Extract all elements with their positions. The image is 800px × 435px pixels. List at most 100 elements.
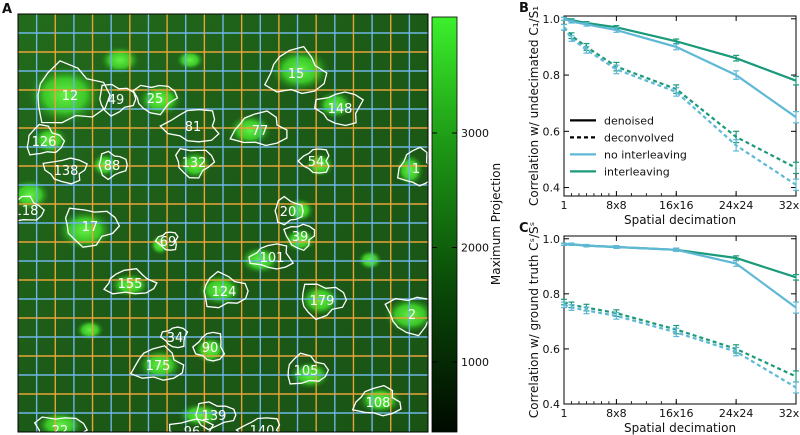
y-axis-label: Correlation w/ undecimated C₁/S₁ [527,6,541,206]
roi-contour [283,223,316,252]
roi-label: 96 [184,425,201,435]
y-tick-label: 1.0 [543,13,561,26]
roi-label: 138 [54,164,79,179]
legend-entry: interleaving [604,165,670,178]
roi-contour [396,146,428,187]
colorbar-tick-label: 3000 [461,127,489,140]
roi-label: 90 [202,341,219,356]
roi-contour [384,296,428,337]
roi-label: 77 [252,124,269,139]
cell-blob [100,46,140,74]
y-tick-label: 0.4 [543,398,561,411]
series-line [563,303,797,389]
roi-contour [64,207,121,248]
plot-frame [563,235,797,405]
cell-blob [194,336,226,364]
roi-contour [103,268,158,295]
roi-contours [18,45,428,432]
roi-contour [287,352,330,385]
roi-contour [98,150,128,181]
roi-label: 12 [62,89,79,104]
colorbar-gradient [431,16,458,433]
legend-entry: no interleaving [604,148,687,161]
colorbar-ticks: 3000 2000 1000 [432,127,489,369]
roi-contour [351,384,402,417]
colorbar-tick-label: 2000 [461,242,489,255]
y-axis-label: Correlation w/ ground truth Cˢ/Sˢ [527,222,541,418]
x-tick-label: 24x24 [719,199,754,212]
roi-labels: 15 12 49 25 148 81 77 126 88 132 138 54 1 118 20 17 39 69… [18,67,420,435]
roi-label: 20 [280,205,297,220]
image-frame [17,13,429,433]
roi-contour [301,283,348,321]
roi-label: 22 [52,424,69,435]
series-line [564,243,797,309]
roi-label: 25 [147,92,164,107]
roi-label: 1 [412,162,420,177]
roi-contour [159,326,189,349]
roi-label: 179 [310,294,335,309]
roi-label: 140 [250,424,275,435]
roi-label: 39 [292,230,309,245]
x-tick-label: 32x32 [779,199,800,212]
colorbar: 3000 2000 1000 Maximum Projection [431,16,503,433]
roi-contour [195,401,237,431]
roi-label: 101 [260,251,285,266]
panel-c-letter: C [519,221,529,236]
x-tick-label: 1 [561,199,568,212]
plot-frame [563,15,797,197]
roi-contour [192,331,226,362]
roi-label: 155 [118,277,143,292]
y-tick-label: 0.8 [543,288,561,301]
roi-contour [132,84,179,116]
roi-contour [203,270,249,309]
chart-c: 1 8x8 16x16 24x24 32x32 0.4 0.6 0.8 1.0 Spatial d… [527,222,800,435]
panel-a-letter: A [2,2,12,17]
legend-entry: denoised [604,114,654,127]
roi-contour [168,418,215,432]
roi-label: 126 [32,135,57,150]
roi-contour [159,108,220,143]
cell-blob [300,284,340,316]
x-tick-label: 8x8 [606,407,627,420]
roi-label: 34 [167,331,184,346]
roi-contour [26,123,66,156]
colorbar-label: Maximum Projection [489,163,503,285]
x-tick-label: 1 [561,407,568,420]
x-tick-label: 16x16 [659,407,694,420]
roi-contour [37,60,111,124]
roi-contour [42,157,88,185]
roi-label: 148 [328,102,353,117]
y-tick-label: 0.8 [543,69,561,82]
roi-contour [129,345,185,381]
roi-label: 17 [82,220,99,235]
cell-blob [198,274,242,306]
x-axis-label: Spatial decimation [624,213,736,227]
roi-contour [154,231,179,251]
cell-blob [27,65,103,125]
roi-label: 15 [288,67,305,82]
x-tick-label: 24x24 [719,407,754,420]
panel-b-letter: B [519,1,529,16]
x-tick-label: 16x16 [659,199,694,212]
x-axis-label: Spatial decimation [624,421,736,435]
roi-label: 139 [202,409,227,424]
roi-contour [248,243,295,270]
roi-label: 105 [294,364,319,379]
y-tick-label: 0.6 [543,343,561,356]
roi-contour [99,83,137,117]
cell-blob [228,114,272,146]
roi-contour [18,195,46,222]
roi-contour [33,416,89,432]
roi-contour [229,110,288,147]
roi-label: 88 [104,159,121,174]
cell-blob [91,153,119,177]
cell-blob [36,411,84,432]
panel-a-image: 15 12 49 25 148 81 77 126 88 132 138 54 1 118 20 17 39 69… [18,14,428,435]
roi-contour [313,91,365,127]
legend-entry: deconvolved [604,131,674,144]
roi-label: 108 [366,396,391,411]
cell-blob [18,179,50,211]
roi-label: 2 [408,308,416,323]
roi-label: 81 [185,120,202,135]
